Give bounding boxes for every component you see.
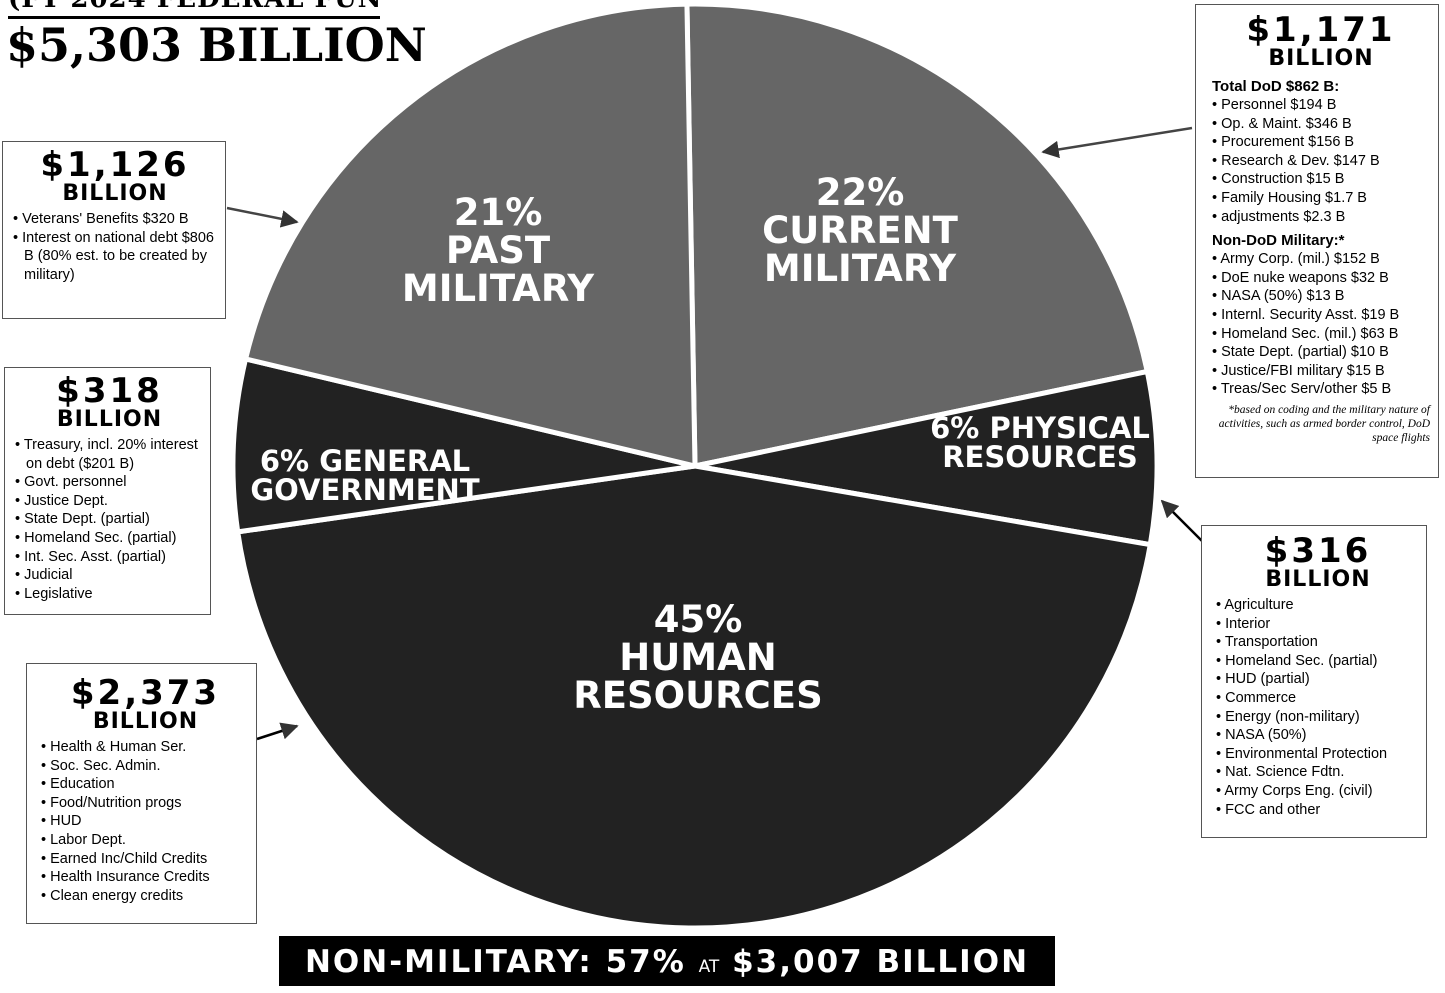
- past-military-unit: BILLION: [62, 181, 168, 206]
- non-dod-item: Internl. Security Asst. $19 B: [1212, 306, 1430, 325]
- general-government-unit: BILLION: [56, 407, 163, 432]
- non-dod-list: Army Corp. (mil.) $152 BDoE nuke weapons…: [1212, 250, 1430, 399]
- dod-item: Family Housing $1.7 B: [1212, 189, 1430, 208]
- physical-resources-item: Environmental Protection: [1216, 745, 1420, 764]
- human-resources-unit: BILLION: [92, 709, 199, 734]
- non-dod-item: Homeland Sec. (mil.) $63 B: [1212, 325, 1430, 344]
- non-dod-item: Justice/FBI military $15 B: [1212, 362, 1430, 381]
- human-resources-item: Education: [41, 775, 250, 794]
- physical-resources-list: AgricultureInteriorTransportationHomelan…: [1216, 596, 1420, 819]
- footnote: *based on coding and the military nature…: [1218, 403, 1430, 444]
- physical-resources-box: $316 BILLION AgricultureInteriorTranspor…: [1201, 525, 1427, 838]
- human-resources-amount: $2,373: [70, 673, 221, 713]
- physical-resources-item: Transportation: [1216, 633, 1420, 652]
- general-government-item: Homeland Sec. (partial): [15, 529, 204, 548]
- dod-item: Construction $15 B: [1212, 170, 1430, 189]
- non-dod-item: Army Corp. (mil.) $152 B: [1212, 250, 1430, 269]
- slice-general-government: [230, 356, 698, 535]
- non-dod-heading: Non-DoD Military:*: [1212, 232, 1345, 250]
- label-human-resources: 45% HUMAN RESOURCES: [573, 598, 822, 717]
- human-resources-box: $2,373 BILLION Health & Human Ser.Soc. S…: [26, 663, 257, 924]
- physical-resources-item: Commerce: [1216, 689, 1420, 708]
- physical-resources-item: NASA (50%): [1216, 726, 1420, 745]
- label-past-military: 21% PAST MILITARY: [402, 191, 595, 310]
- arrow-current-military: [1041, 126, 1193, 159]
- arrow-physical-resources: [1160, 499, 1204, 543]
- general-government-item: Govt. personnel: [15, 473, 204, 492]
- slice-physical-resources: [692, 369, 1160, 548]
- physical-resources-item: Homeland Sec. (partial): [1216, 652, 1420, 671]
- general-government-box: $318 BILLION Treasury, incl. 20% interes…: [4, 367, 211, 615]
- general-government-item: Treasury, incl. 20% interest on debt ($2…: [15, 436, 204, 473]
- non-military-summary-banner: NON-MILITARY: 57% AT $3,007 BILLION: [279, 936, 1055, 986]
- physical-resources-item: Energy (non-military): [1216, 708, 1420, 727]
- general-government-list: Treasury, incl. 20% interest on debt ($2…: [15, 436, 204, 603]
- human-resources-item: HUD: [41, 812, 250, 831]
- dod-item: Op. & Maint. $346 B: [1212, 115, 1430, 134]
- human-resources-item: Clean energy credits: [41, 887, 250, 906]
- dod-item: Personnel $194 B: [1212, 96, 1430, 115]
- slice-past-military: [243, 1, 698, 469]
- physical-resources-item: Army Corps Eng. (civil): [1216, 782, 1420, 801]
- human-resources-item: Health Insurance Credits: [41, 868, 250, 887]
- physical-resources-item: Agriculture: [1216, 596, 1420, 615]
- past-military-item: Interest on national debt $806 B (80% es…: [13, 229, 217, 285]
- dod-item: adjustments $2.3 B: [1212, 208, 1430, 227]
- general-government-item: Judicial: [15, 566, 204, 585]
- dod-item: Procurement $156 B: [1212, 133, 1430, 152]
- human-resources-item: Labor Dept.: [41, 831, 250, 850]
- non-dod-item: DoE nuke weapons $32 B: [1212, 269, 1430, 288]
- physical-resources-item: Nat. Science Fdtn.: [1216, 763, 1420, 782]
- human-resources-item: Earned Inc/Child Credits: [41, 850, 250, 869]
- general-government-item: Justice Dept.: [15, 492, 204, 511]
- physical-resources-unit: BILLION: [1265, 567, 1371, 592]
- non-dod-item: Treas/Sec Serv/other $5 B: [1212, 380, 1430, 399]
- general-government-item: Int. Sec. Asst. (partial): [15, 548, 204, 567]
- headline-fiscal-year: (FY 2024 FEDERAL FUNDS): [8, 0, 380, 19]
- label-physical-resources: 6% PHYSICAL RESOURCES: [930, 411, 1150, 474]
- past-military-amount: $1,126: [40, 145, 190, 185]
- general-government-amount: $318: [56, 371, 163, 411]
- human-resources-item: Health & Human Ser.: [41, 738, 250, 757]
- dod-list: Personnel $194 BOp. & Maint. $346 BProcu…: [1212, 96, 1430, 226]
- dod-item: Research & Dev. $147 B: [1212, 152, 1430, 171]
- arrow-human-resources: [256, 722, 299, 741]
- footer-amount: $3,007 BILLION: [732, 944, 1030, 980]
- footer-at: AT: [698, 957, 720, 977]
- label-general-government: 6% GENERAL GOVERNMENT: [250, 444, 479, 507]
- past-military-item: Veterans' Benefits $320 B: [13, 210, 217, 229]
- slice-human-resources: [235, 463, 1153, 931]
- physical-resources-amount: $316: [1264, 531, 1372, 571]
- physical-resources-item: Interior: [1216, 615, 1420, 634]
- footer-main: NON-MILITARY: 57%: [304, 944, 686, 980]
- human-resources-item: Soc. Sec. Admin.: [41, 757, 250, 776]
- physical-resources-item: HUD (partial): [1216, 670, 1420, 689]
- arrow-past-military: [226, 206, 299, 228]
- non-dod-item: State Dept. (partial) $10 B: [1212, 343, 1430, 362]
- past-military-box: $1,126 BILLION Veterans' Benefits $320 B…: [2, 141, 226, 319]
- current-military-box: $1,171 BILLION Total DoD $862 B: Personn…: [1195, 4, 1439, 478]
- general-government-item: Legislative: [15, 585, 204, 604]
- dod-heading: Total DoD $862 B:: [1212, 78, 1340, 95]
- non-dod-item: NASA (50%) $13 B: [1212, 287, 1430, 306]
- headline-total: $5,303 BILLION: [6, 18, 427, 72]
- current-military-unit: BILLION: [1268, 46, 1374, 71]
- past-military-list: Veterans' Benefits $320 BInterest on nat…: [13, 210, 217, 284]
- slice-current-military: [684, 1, 1150, 469]
- human-resources-item: Food/Nutrition progs: [41, 794, 250, 813]
- label-current-military: 22% CURRENT MILITARY: [762, 171, 958, 290]
- current-military-amount: $1,171: [1246, 10, 1396, 50]
- human-resources-list: Health & Human Ser.Soc. Sec. Admin.Educa…: [41, 738, 250, 905]
- physical-resources-item: FCC and other: [1216, 801, 1420, 820]
- general-government-item: State Dept. (partial): [15, 510, 204, 529]
